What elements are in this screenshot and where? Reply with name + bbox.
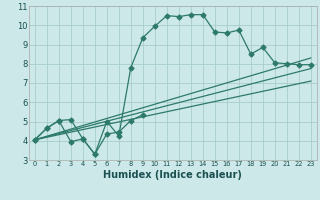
X-axis label: Humidex (Indice chaleur): Humidex (Indice chaleur) <box>103 170 242 180</box>
